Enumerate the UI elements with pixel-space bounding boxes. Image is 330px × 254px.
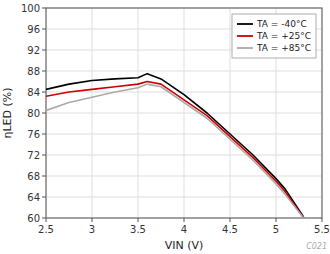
tick-y [42,92,46,93]
grid-line-y [46,197,322,198]
grid-line-y [46,71,322,72]
tick-y [42,218,46,219]
tick-y [42,8,46,9]
grid-line-y [46,134,322,135]
tick-x [184,218,185,222]
tick-x [322,218,323,222]
chart: 2.5 3 3.5 4 4.5 5 5.5 60 64 68 72 76 80 84 88 92 96 100 VI… [0,0,330,254]
tick-label-x: 3 [89,224,95,235]
grid-line-y [46,92,322,93]
y-axis-label: ηLED (%) [1,87,14,138]
tick-x [46,218,47,222]
tick-label-y: 60 [27,213,40,224]
grid [46,8,322,218]
legend-label: TA = +25°C [256,31,311,41]
tick-y [42,50,46,51]
legend-swatch [237,35,253,37]
tick-x [138,218,139,222]
tick-label-y: 92 [27,45,40,56]
tick-label-x: 2.5 [38,224,54,235]
tick-y [42,176,46,177]
tick-label-y: 88 [27,66,40,77]
tick-y [42,113,46,114]
legend-label: TA = -40°C [256,19,307,29]
grid-line-y [46,113,322,114]
tick-x [92,218,93,222]
tick-x [276,218,277,222]
tick-label-x: 5 [273,224,279,235]
tick-label-x: 5.5 [314,224,330,235]
tick-y [42,134,46,135]
annotation: C021 [306,242,327,251]
tick-label-y: 76 [27,129,40,140]
tick-label-y: 64 [27,192,40,203]
grid-line-y [46,155,322,156]
tick-label-y: 72 [27,150,40,161]
tick-x [230,218,231,222]
tick-label-x: 4.5 [222,224,238,235]
tick-y [42,29,46,30]
tick-label-y: 84 [27,87,40,98]
series-lines [46,74,304,218]
legend-label: TA = +85°C [256,43,311,53]
tick-label-y: 100 [21,3,40,14]
tick-label-x: 3.5 [130,224,146,235]
tick-y [42,71,46,72]
tick-y [42,155,46,156]
legend-swatch [237,23,253,25]
tick-label-y: 96 [27,24,40,35]
tick-label-y: 68 [27,171,40,182]
x-axis-label: VIN (V) [165,239,204,252]
tick-label-x: 4 [181,224,187,235]
series-line [46,74,304,217]
tick-label-y: 80 [27,108,40,119]
plot-frame [46,8,322,218]
legend: TA = -40°C TA = +25°C TA = +85°C [232,14,316,58]
axes: 2.5 3 3.5 4 4.5 5 5.5 60 64 68 72 76 80 84 88 92 96 100 [21,3,330,236]
grid-line-y [46,176,322,177]
series-line [46,84,304,218]
legend-swatch [237,47,253,49]
tick-y [42,197,46,198]
plot-area [46,8,322,218]
legend-box [232,14,316,58]
series-line [46,82,304,219]
